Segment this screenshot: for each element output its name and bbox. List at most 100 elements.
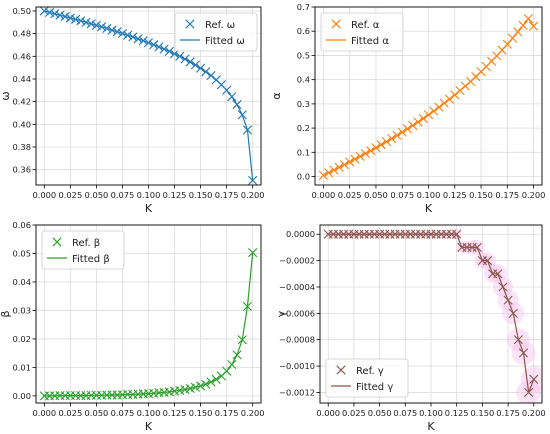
ref-marker [206,377,216,387]
x-axis-label: K [425,202,433,215]
ref-marker [324,168,334,178]
ref-marker [97,22,107,32]
x-tick-label: 0.025 [338,190,362,200]
x-tick-label: 0.200 [522,408,546,418]
ref-marker [507,33,518,43]
ref-marker [242,125,253,135]
ref-marker [232,99,242,110]
x-axis-label: K [145,202,153,215]
ref-marker [350,154,360,164]
x-tick-label: 0.150 [469,190,493,200]
ref-marker [318,170,328,180]
plot-area [39,7,258,185]
y-axis-label: γ [275,310,288,317]
ref-marker [185,57,195,67]
y-tick-label: 0.4 [297,75,310,85]
ref-marker [345,157,355,167]
ref-marker [222,366,232,376]
y-tick-label: 0.42 [13,97,31,107]
ref-marker [387,134,397,144]
ref-marker [513,335,523,345]
ref-marker [149,40,159,50]
x-tick-label: 0.100 [419,408,443,418]
ref-marker [107,25,117,35]
legend-entry-fitted: Fitted ω [205,36,245,47]
ref-marker [518,348,529,358]
ref-marker [355,151,365,161]
y-tick-label: 0.3 [297,99,310,109]
y-tick-label: 0.0 [297,172,310,182]
ref-marker [513,27,523,37]
ref-marker [65,13,75,23]
ref-marker [175,51,185,61]
x-tick-label: 0.175 [495,190,519,200]
chart-panel-alpha: 0.000 0.025 0.050 0.075 0.100 0.125 0.150 0.175… [270,2,545,215]
ref-marker [50,9,60,19]
x-tick-label: 0.150 [189,190,213,200]
x-tick-label: 0.175 [496,408,520,418]
ref-marker [91,20,102,30]
ref-marker [439,98,449,108]
ref-marker [429,106,439,116]
y-tick-label: −0.0012 [279,387,315,397]
legend-box [325,358,409,398]
ref-marker [102,23,112,34]
ref-marker [117,28,128,39]
ref-marker [450,90,460,100]
ref-marker [222,85,232,95]
ref-marker [524,387,534,398]
legend: Ref. β Fitted β [41,230,125,270]
y-tick-label: −0.0008 [279,335,315,345]
x-tick-label: 0.000 [316,408,340,418]
ref-marker [248,248,258,258]
x-tick-label: 0.000 [32,408,56,418]
legend-marker-swatch [52,237,62,247]
ref-marker [44,7,55,18]
ref-marker [498,282,508,292]
plot-area [39,248,258,401]
y-tick-label: 0.40 [13,119,31,129]
y-tick-label: −0.0002 [279,256,315,266]
legend-box [320,12,404,52]
ref-marker [232,350,242,360]
ref-marker [402,124,413,134]
x-tick-label: 0.200 [522,190,546,200]
y-tick-label: 0.38 [13,142,31,152]
ref-marker [339,160,350,170]
x-tick-label: 0.200 [241,408,265,418]
y-tick-label: 0.50 [13,6,31,16]
y-tick-label: 0.6 [297,26,310,36]
legend-entry-ref: Ref. ω [205,20,235,31]
ref-marker [190,60,200,70]
y-tick-label: 0.7 [297,2,310,12]
legend-entry-ref: Ref. β [72,238,100,249]
ref-marker [227,359,237,370]
ref-marker [397,127,407,137]
ref-marker [237,335,247,345]
ref-marker [81,17,91,27]
ref-marker [523,14,533,24]
ref-marker [128,32,138,42]
x-tick-label: 0.150 [471,408,495,418]
ref-marker [143,38,154,48]
ref-marker [55,10,65,20]
ref-marker [452,229,462,239]
y-tick-label: 0.03 [13,305,31,315]
ref-marker [392,130,402,141]
y-tick-label: 0.2 [297,123,310,133]
y-tick-label: 0.44 [13,74,31,84]
x-tick-label: 0.125 [163,190,187,200]
ref-marker [154,42,164,52]
x-tick-label: 0.100 [137,190,161,200]
x-tick-label: 0.050 [364,190,388,200]
legend-box [174,12,258,52]
x-tick-label: 0.050 [85,408,109,418]
ref-marker [248,175,258,185]
y-tick-label: 0.1 [297,147,310,157]
x-tick-label: 0.050 [85,190,109,200]
legend-marker-swatch [185,19,195,29]
ref-marker [190,382,200,392]
x-tick-label: 0.150 [189,408,213,418]
legend-entry-fitted: Fitted γ [356,382,393,393]
